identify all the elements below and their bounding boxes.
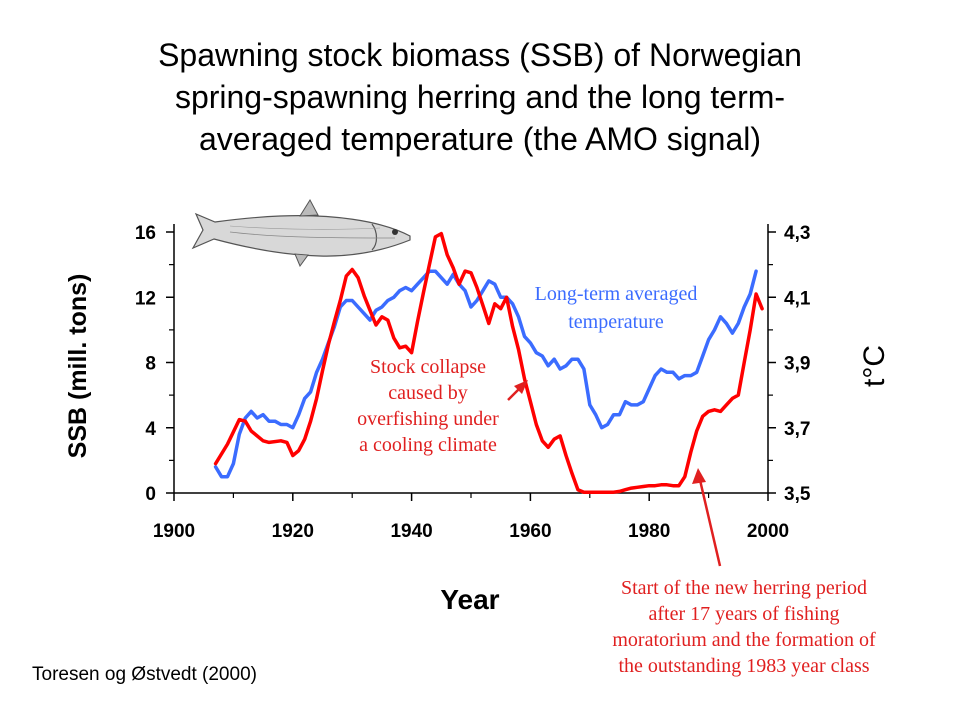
annotation-temperature: Long-term averaged temperature bbox=[535, 283, 698, 333]
x-tick-label: 1940 bbox=[390, 521, 432, 542]
x-tick-label: 1920 bbox=[272, 521, 314, 542]
series-group bbox=[213, 231, 764, 494]
title-line-1: Spawning stock biomass (SSB) of Norwegia… bbox=[158, 37, 802, 73]
x-tick-label: 2000 bbox=[747, 521, 789, 542]
title-line-3: averaged temperature (the AMO signal) bbox=[198, 121, 762, 157]
annotation-temperature-line-2: temperature bbox=[568, 311, 664, 333]
annotation-new-period-arrowhead bbox=[692, 468, 706, 484]
x-tick-label: 1960 bbox=[509, 521, 551, 542]
y-left-tick-label: 0 bbox=[145, 484, 156, 505]
fish-icon bbox=[191, 199, 411, 268]
chart-title: Spawning stock biomass (SSB) of Norwegia… bbox=[0, 34, 960, 160]
annotation-new-period-line-1: Start of the new herring period bbox=[621, 577, 867, 599]
annotation-stock-collapse: Stock collapse caused by overfishing und… bbox=[357, 356, 499, 456]
annotation-collapse-line-1: Stock collapse bbox=[370, 356, 486, 378]
axes-group: 1900 1920 1940 1960 1980 2000 0 4 8 12 16 3,5 3,7 3,9… bbox=[135, 223, 811, 542]
ssb-series-line bbox=[213, 231, 764, 494]
y-right-tick-label: 4,3 bbox=[784, 223, 810, 244]
y-axis-label-right: t°C bbox=[858, 345, 891, 387]
annotation-collapse-arrowhead bbox=[514, 380, 528, 394]
annotation-collapse-line-3: overfishing under bbox=[357, 408, 499, 430]
source-citation: Toresen og Østvedt (2000) bbox=[32, 664, 257, 685]
annotation-new-period-arrow bbox=[698, 479, 722, 567]
temperature-series-line bbox=[213, 269, 758, 479]
annotation-new-period-line-3: moratorium and the formation of bbox=[612, 629, 876, 651]
annotation-new-period-line-4: the outstanding 1983 year class bbox=[618, 655, 869, 677]
y-right-tick-label: 3,9 bbox=[784, 354, 810, 375]
y-right-tick-label: 3,7 bbox=[784, 419, 810, 440]
y-right-tick-label: 4,1 bbox=[784, 288, 811, 309]
title-line-2: spring-spawning herring and the long ter… bbox=[174, 79, 786, 115]
y-left-tick-label: 16 bbox=[135, 223, 156, 244]
annotation-collapse-line-4: a cooling climate bbox=[359, 434, 497, 456]
y-left-tick-label: 12 bbox=[135, 288, 156, 309]
annotation-new-period-line-2: after 17 years of fishing bbox=[648, 603, 839, 625]
annotation-temperature-line-1: Long-term averaged bbox=[535, 283, 698, 305]
y-axis-label-left: SSB (mill. tons) bbox=[64, 274, 92, 459]
x-tick-label: 1900 bbox=[153, 521, 195, 542]
y-left-tick-label: 4 bbox=[145, 419, 156, 440]
annotation-new-period: Start of the new herring period after 17… bbox=[612, 577, 876, 677]
x-tick-label: 1980 bbox=[628, 521, 670, 542]
y-left-tick-label: 8 bbox=[145, 354, 156, 375]
x-axis-label: Year bbox=[440, 584, 499, 615]
annotation-collapse-line-2: caused by bbox=[388, 382, 467, 404]
y-right-tick-label: 3,5 bbox=[784, 484, 811, 505]
